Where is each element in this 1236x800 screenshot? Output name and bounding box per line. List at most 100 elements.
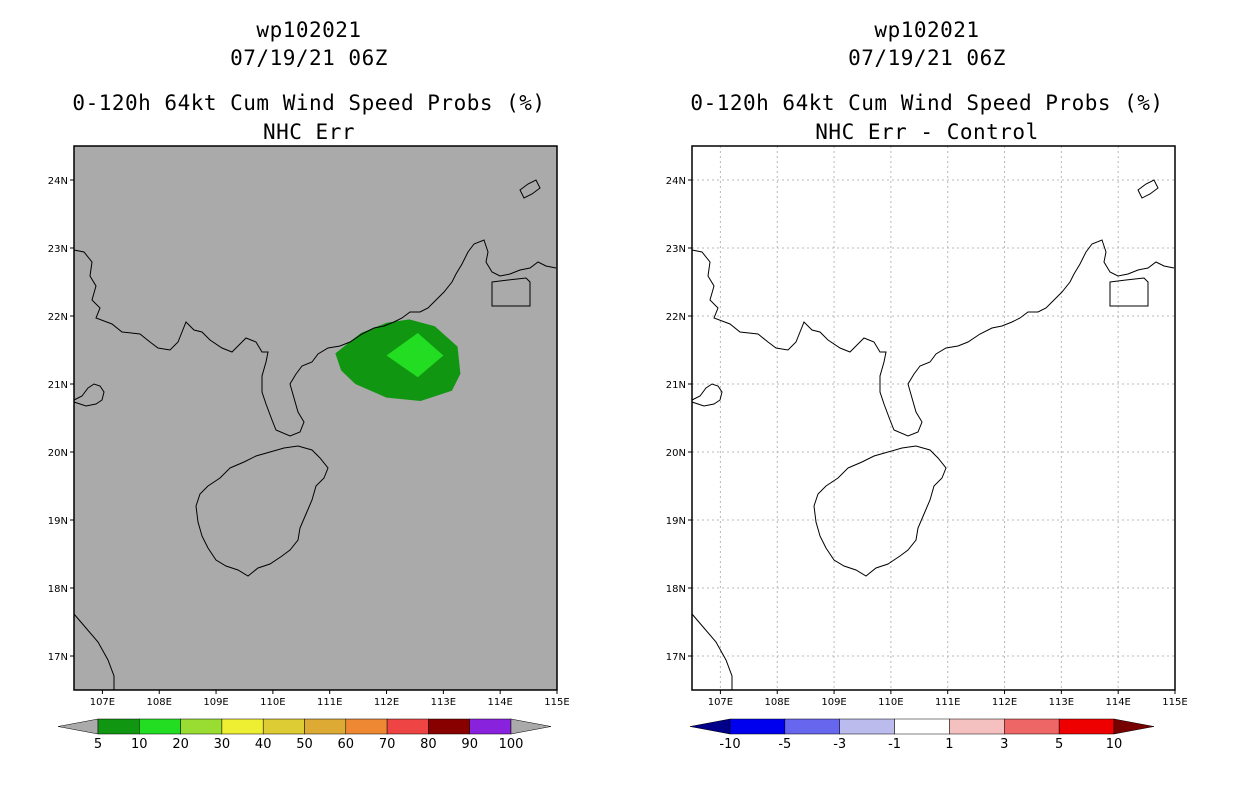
colorbar-label: 20 xyxy=(172,737,189,752)
lon-label: 114E xyxy=(1105,697,1130,708)
coastlines xyxy=(73,179,557,690)
lon-label: 107E xyxy=(90,697,115,708)
lon-label: 110E xyxy=(878,697,903,708)
hainan-island xyxy=(813,445,947,577)
lon-label: 115E xyxy=(1162,697,1187,708)
colorbar-swatch xyxy=(839,718,895,735)
probability-area-10-20 xyxy=(386,333,444,378)
product-title: 0-120h 64kt Cum Wind Speed Probs (%) xyxy=(690,91,1164,115)
colorbar-swatch xyxy=(428,718,470,735)
colorbar-label: 1 xyxy=(945,737,953,752)
colorbar-swatch xyxy=(345,718,388,735)
colorbar-swatch xyxy=(1058,718,1115,735)
subtitle: NHC Err - Control xyxy=(815,120,1039,144)
colorbar-label: 40 xyxy=(255,737,272,752)
lat-label: 23N xyxy=(48,244,68,255)
colorbar-label: -10 xyxy=(719,737,740,752)
colorbar-swatch xyxy=(97,718,140,735)
datetime-title: 07/19/21 06Z xyxy=(848,46,1006,70)
colorbar-swatch xyxy=(386,718,429,735)
hong-kong-box xyxy=(491,277,531,307)
colorbar-label: 100 xyxy=(499,737,524,752)
mainland-coast xyxy=(73,239,557,437)
lon-label: 107E xyxy=(708,697,733,708)
offshore-island xyxy=(1137,179,1159,199)
colorbar-swatch xyxy=(1004,718,1060,735)
lon-label: 108E xyxy=(765,697,790,708)
west-coast xyxy=(73,383,105,407)
colorbar-swatch xyxy=(949,718,1005,735)
panel-nhc-err-control: wp102021 07/19/21 06Z 0-120h 64kt Cum Wi… xyxy=(618,0,1236,800)
vietnam-coast xyxy=(73,613,115,690)
colorbar-label: 50 xyxy=(296,737,313,752)
west-coast xyxy=(691,383,723,407)
colorbar-label: -1 xyxy=(888,737,901,752)
lat-label: 23N xyxy=(666,244,686,255)
lat-label: 24N xyxy=(666,176,686,187)
datetime-title: 07/19/21 06Z xyxy=(230,46,388,70)
colorbar-over-arrow xyxy=(1113,718,1155,735)
colorbar-label: 3 xyxy=(1000,737,1008,752)
storm-id-title: wp102021 xyxy=(256,18,362,42)
lat-label: 21N xyxy=(48,380,68,391)
colorbar: -10 -5 -3 -1 1 3 5 10 xyxy=(689,718,1155,752)
colorbar-over-arrow xyxy=(510,718,552,735)
product-title: 0-120h 64kt Cum Wind Speed Probs (%) xyxy=(72,91,546,115)
lat-label: 20N xyxy=(48,448,68,459)
lon-label: 110E xyxy=(260,697,285,708)
lon-label: 113E xyxy=(1049,697,1074,708)
lon-label: 113E xyxy=(431,697,456,708)
lon-label: 112E xyxy=(992,697,1017,708)
colorbar-label: 90 xyxy=(461,737,478,752)
lon-label: 109E xyxy=(821,697,846,708)
colorbar-label: -3 xyxy=(833,737,846,752)
storm-id-title: wp102021 xyxy=(874,18,980,42)
mainland-coast xyxy=(691,239,1175,437)
colorbar-swatch xyxy=(262,718,305,735)
offshore-island xyxy=(519,179,541,199)
lon-label: 111E xyxy=(317,697,342,708)
colorbar-under-arrow xyxy=(689,718,731,735)
hong-kong-box xyxy=(1109,277,1149,307)
colorbar-label: 5 xyxy=(1055,737,1063,752)
colorbar-swatch xyxy=(304,718,347,735)
lat-label: 22N xyxy=(666,312,686,323)
map-background xyxy=(74,146,557,690)
lon-label: 114E xyxy=(487,697,512,708)
colorbar-under-arrow xyxy=(57,718,99,735)
subtitle: NHC Err xyxy=(262,120,355,144)
lat-label: 19N xyxy=(666,516,686,527)
lon-label: 111E xyxy=(935,697,960,708)
lat-label: 20N xyxy=(666,448,686,459)
colorbar-label: 60 xyxy=(338,737,355,752)
lat-label: 18N xyxy=(48,584,68,595)
lon-label: 108E xyxy=(147,697,172,708)
lat-label: 21N xyxy=(666,380,686,391)
lat-label: 19N xyxy=(48,516,68,527)
map-frame xyxy=(73,145,558,691)
map-nhc-err-control: 24N 23N 22N 21N 20N 19N 18N 17N 107E 108E 109E 110E… xyxy=(666,145,1188,752)
map-background xyxy=(692,146,1175,690)
colorbar-swatch xyxy=(180,718,223,735)
colorbar-swatch xyxy=(139,718,181,735)
colorbar-label: 5 xyxy=(94,737,102,752)
map-frame xyxy=(691,145,1176,691)
lat-label: 17N xyxy=(666,652,686,663)
lat-label: 17N xyxy=(48,652,68,663)
colorbar-swatch xyxy=(729,718,786,735)
colorbar-label: 70 xyxy=(379,737,396,752)
colorbar-label: 10 xyxy=(1106,737,1123,752)
lat-label: 18N xyxy=(666,584,686,595)
hainan-island xyxy=(195,445,329,577)
colorbar-swatch xyxy=(784,718,840,735)
lat-label: 24N xyxy=(48,176,68,187)
coastlines xyxy=(691,179,1175,690)
colorbar-label: 80 xyxy=(420,737,437,752)
colorbar-swatch xyxy=(469,718,512,735)
colorbar: 5 10 20 30 40 50 60 70 80 90 100 xyxy=(57,718,552,752)
lon-label: 109E xyxy=(203,697,228,708)
vietnam-coast xyxy=(691,613,733,690)
lon-label: 115E xyxy=(544,697,569,708)
lon-label: 112E xyxy=(374,697,399,708)
colorbar-label: 10 xyxy=(131,737,148,752)
